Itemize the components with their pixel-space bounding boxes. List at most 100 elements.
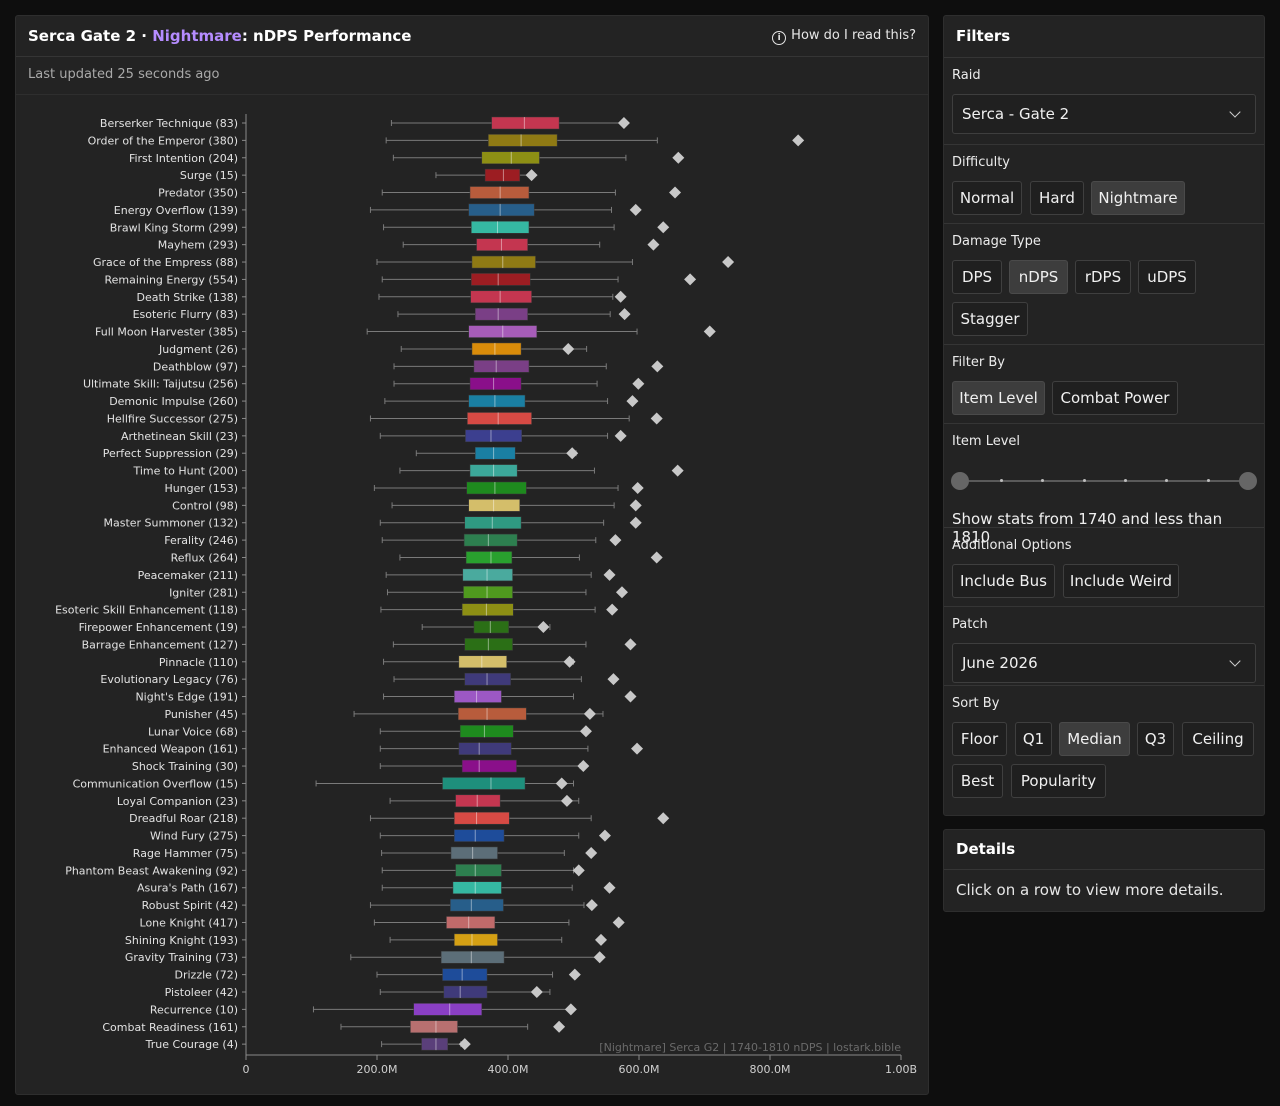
slider-min-handle[interactable] (951, 472, 969, 490)
damage-rdps-button[interactable]: rDPS (1075, 260, 1131, 294)
box-row[interactable]: Punisher (45) (164, 707, 604, 721)
damage-dps-button[interactable]: DPS (952, 260, 1002, 294)
box-row[interactable]: Firepower Enhancement (19) (79, 620, 551, 634)
sort-ceiling-button[interactable]: Ceiling (1182, 722, 1254, 756)
sort-q3-button[interactable]: Q3 (1137, 722, 1174, 756)
box-row[interactable]: Barrage Enhancement (127) (82, 638, 637, 651)
box-row[interactable]: Dreadful Roar (218) (129, 811, 670, 825)
iqr-box (491, 116, 560, 130)
damage-stagger-button[interactable]: Stagger (952, 302, 1028, 336)
iqr-box (476, 238, 528, 251)
box-row[interactable]: Full Moon Harvester (385) (95, 325, 716, 339)
damage-udps-button[interactable]: uDPS (1138, 260, 1196, 294)
box-row[interactable]: Drizzle (72) (175, 968, 581, 982)
sort-floor-button[interactable]: Floor (952, 722, 1007, 756)
box-row[interactable]: Perfect Suppression (29) (103, 446, 579, 460)
box-row[interactable]: Deathblow (97) (153, 360, 664, 373)
item-level-slider-track[interactable] (960, 480, 1248, 482)
row-label: First Intention (204) (129, 152, 238, 165)
row-label: Esoteric Skill Enhancement (118) (55, 604, 238, 617)
help-link[interactable]: i How do I read this? (772, 28, 916, 45)
box-row[interactable]: First Intention (204) (129, 151, 685, 165)
iqr-box (454, 829, 505, 842)
row-label: Demonic Impulse (260) (109, 395, 238, 408)
box-row[interactable]: Esoteric Flurry (83) (133, 307, 631, 321)
best-marker (624, 690, 637, 703)
box-row[interactable]: Pistoleer (42) (165, 985, 551, 999)
box-row[interactable]: Evolutionary Legacy (76) (100, 672, 620, 686)
box-row[interactable]: Reflux (264) (171, 551, 663, 565)
sort-median-button[interactable]: Median (1059, 722, 1130, 756)
slider-max-handle[interactable] (1239, 472, 1257, 490)
row-label: Communication Overflow (15) (73, 777, 238, 790)
box-row[interactable]: Predator (350) (158, 186, 682, 200)
patch-select[interactable]: June 2026 (952, 643, 1256, 683)
box-row[interactable]: Phantom Beast Awakening (92) (65, 864, 585, 877)
box-row[interactable]: Demonic Impulse (260) (109, 394, 639, 408)
box-row[interactable]: Lone Knight (417) (140, 916, 625, 929)
difficulty-normal-button[interactable]: Normal (952, 181, 1022, 215)
include-bus-button[interactable]: Include Bus (952, 564, 1055, 598)
sort-best-button[interactable]: Best (952, 764, 1003, 798)
box-row[interactable]: Surge (15) (180, 168, 538, 182)
box-row[interactable]: Time to Hunt (200) (132, 464, 684, 478)
box-row[interactable]: Ultimate Skill: Taijutsu (256) (83, 377, 645, 391)
raid-select[interactable]: Serca - Gate 2 (952, 94, 1256, 134)
box-row[interactable]: Ferality (246) (164, 533, 622, 547)
sort-popularity-button[interactable]: Popularity (1011, 764, 1106, 798)
iqr-box (421, 1037, 448, 1051)
iqr-box (471, 273, 531, 286)
damage-ndps-button[interactable]: nDPS (1009, 260, 1068, 294)
box-row[interactable]: Gravity Training (73) (125, 950, 606, 964)
box-row[interactable]: Shock Training (30) (132, 759, 590, 773)
box-row[interactable]: Shining Knight (193) (125, 933, 608, 947)
difficulty-nightmare-button[interactable]: Nightmare (1091, 181, 1185, 215)
box-row[interactable]: Grace of the Empress (88) (93, 255, 735, 269)
divider (16, 94, 928, 95)
box-row[interactable]: Brawl King Storm (299) (110, 221, 670, 234)
box-row[interactable]: Communication Overflow (15) (73, 777, 574, 790)
box-row[interactable]: Judgment (26) (158, 342, 588, 356)
row-label: Full Moon Harvester (385) (95, 326, 238, 339)
box-row[interactable]: Arthetinean Skill (23) (121, 429, 627, 443)
box-row[interactable]: Esoteric Skill Enhancement (118) (55, 603, 619, 617)
slider-tick (1000, 479, 1003, 482)
box-row[interactable]: Hellfire Successor (275) (107, 412, 663, 425)
box-row[interactable]: Pinnacle (110) (159, 655, 576, 669)
box-row[interactable]: Master Summoner (132) (103, 516, 642, 530)
iqr-box (473, 620, 509, 634)
box-row[interactable]: Berserker Technique (83) (100, 116, 630, 130)
box-row[interactable]: Rage Hammer (75) (133, 846, 598, 860)
filter-item-level-button[interactable]: Item Level (952, 381, 1045, 415)
x-tick-label: 0 (243, 1063, 250, 1076)
box-row[interactable]: Enhanced Weapon (161) (103, 742, 644, 756)
raid-select-value: Serca - Gate 2 (962, 105, 1070, 123)
box-row[interactable]: Recurrence (10) (150, 1003, 577, 1016)
box-row[interactable]: Peacemaker (211) (138, 568, 616, 582)
box-row[interactable]: Death Strike (138) (137, 290, 627, 304)
box-row[interactable]: Mayhem (293) (158, 238, 660, 252)
box-row[interactable]: Robust Spirit (42) (142, 898, 598, 912)
include-weird-button[interactable]: Include Weird (1063, 564, 1179, 598)
box-row[interactable]: True Courage (4) (145, 1037, 471, 1051)
box-row[interactable]: Wind Fury (275) (150, 829, 611, 843)
filters-header: Filters (944, 16, 1264, 58)
sort-q1-button[interactable]: Q1 (1015, 722, 1052, 756)
box-row[interactable]: Igniter (281) (169, 586, 628, 599)
box-row[interactable]: Remaining Energy (554) (105, 273, 697, 286)
box-row[interactable]: Asura's Path (167) (137, 881, 616, 895)
best-marker (609, 534, 622, 547)
box-row[interactable]: Energy Overflow (139) (114, 203, 642, 217)
box-row[interactable]: Hunger (153) (164, 481, 644, 495)
box-row[interactable]: Loyal Companion (23) (117, 794, 580, 808)
filter-combat-power-button[interactable]: Combat Power (1052, 381, 1178, 415)
box-row[interactable]: Lunar Voice (68) (148, 725, 592, 738)
iqr-box (468, 499, 521, 512)
box-row[interactable]: Order of the Emperor (380) (88, 134, 805, 147)
difficulty-hard-button[interactable]: Hard (1030, 181, 1084, 215)
box-row[interactable]: Combat Readiness (161) (102, 1020, 566, 1034)
box-row[interactable]: Control (98) (172, 499, 642, 512)
iqr-box (463, 533, 518, 547)
iqr-box (484, 168, 521, 182)
box-row[interactable]: Night's Edge (191) (135, 690, 637, 704)
